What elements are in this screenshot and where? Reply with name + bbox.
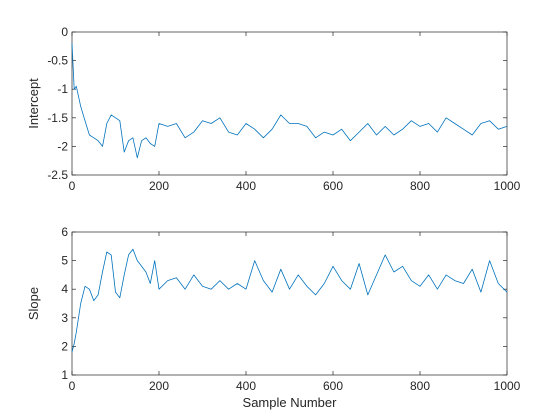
intercept-x-ticks: 0 200 400 600 800 1000 bbox=[69, 32, 521, 193]
intercept-y-tick-label: -2 bbox=[57, 139, 68, 153]
intercept-x-tick-label: 1000 bbox=[494, 179, 521, 193]
slope-y-tick-label: 2 bbox=[61, 339, 68, 353]
slope-plot-area bbox=[71, 231, 508, 376]
slope-x-tick-label: 1000 bbox=[494, 379, 521, 393]
intercept-y-tick-label: -0.5 bbox=[47, 54, 68, 68]
intercept-y-ticks: 0 -0.5 -1 -1.5 -2 -2.5 bbox=[47, 25, 507, 182]
slope-series-line bbox=[71, 248, 508, 353]
slope-x-axis-label: Sample Number bbox=[243, 395, 338, 410]
intercept-y-tick-label: -2.5 bbox=[47, 168, 68, 182]
slope-axes: 0 200 400 600 800 1000 6 5 4 3 2 1 Slope Sample Nu… bbox=[26, 225, 521, 410]
intercept-y-tick-label: -1.5 bbox=[47, 111, 68, 125]
slope-x-tick-label: 600 bbox=[323, 379, 343, 393]
intercept-x-tick-label: 600 bbox=[323, 179, 343, 193]
slope-y-tick-label: 3 bbox=[61, 311, 68, 325]
intercept-y-axis-label: Intercept bbox=[26, 78, 41, 129]
intercept-x-tick-label: 400 bbox=[236, 179, 256, 193]
intercept-x-tick-label: 0 bbox=[69, 179, 76, 193]
slope-y-tick-label: 1 bbox=[61, 368, 68, 382]
intercept-series-line bbox=[71, 43, 508, 159]
intercept-axes: 0 200 400 600 800 1000 0 -0.5 -1 -1.5 -2 -2.5 Inte… bbox=[26, 25, 521, 193]
slope-y-tick-label: 6 bbox=[61, 225, 68, 239]
slope-y-ticks: 6 5 4 3 2 1 bbox=[61, 225, 507, 382]
slope-x-tick-label: 0 bbox=[69, 379, 76, 393]
intercept-plot-area bbox=[71, 31, 508, 176]
intercept-y-tick-label: -1 bbox=[57, 82, 68, 96]
intercept-x-tick-label: 200 bbox=[149, 179, 169, 193]
slope-y-tick-label: 4 bbox=[61, 282, 68, 296]
slope-x-ticks: 0 200 400 600 800 1000 bbox=[69, 232, 521, 393]
slope-y-axis-label: Slope bbox=[26, 287, 41, 320]
slope-y-tick-label: 5 bbox=[61, 254, 68, 268]
intercept-y-tick-label: 0 bbox=[61, 25, 68, 39]
slope-x-tick-label: 200 bbox=[149, 379, 169, 393]
intercept-x-tick-label: 800 bbox=[410, 179, 430, 193]
slope-x-tick-label: 400 bbox=[236, 379, 256, 393]
slope-x-tick-label: 800 bbox=[410, 379, 430, 393]
